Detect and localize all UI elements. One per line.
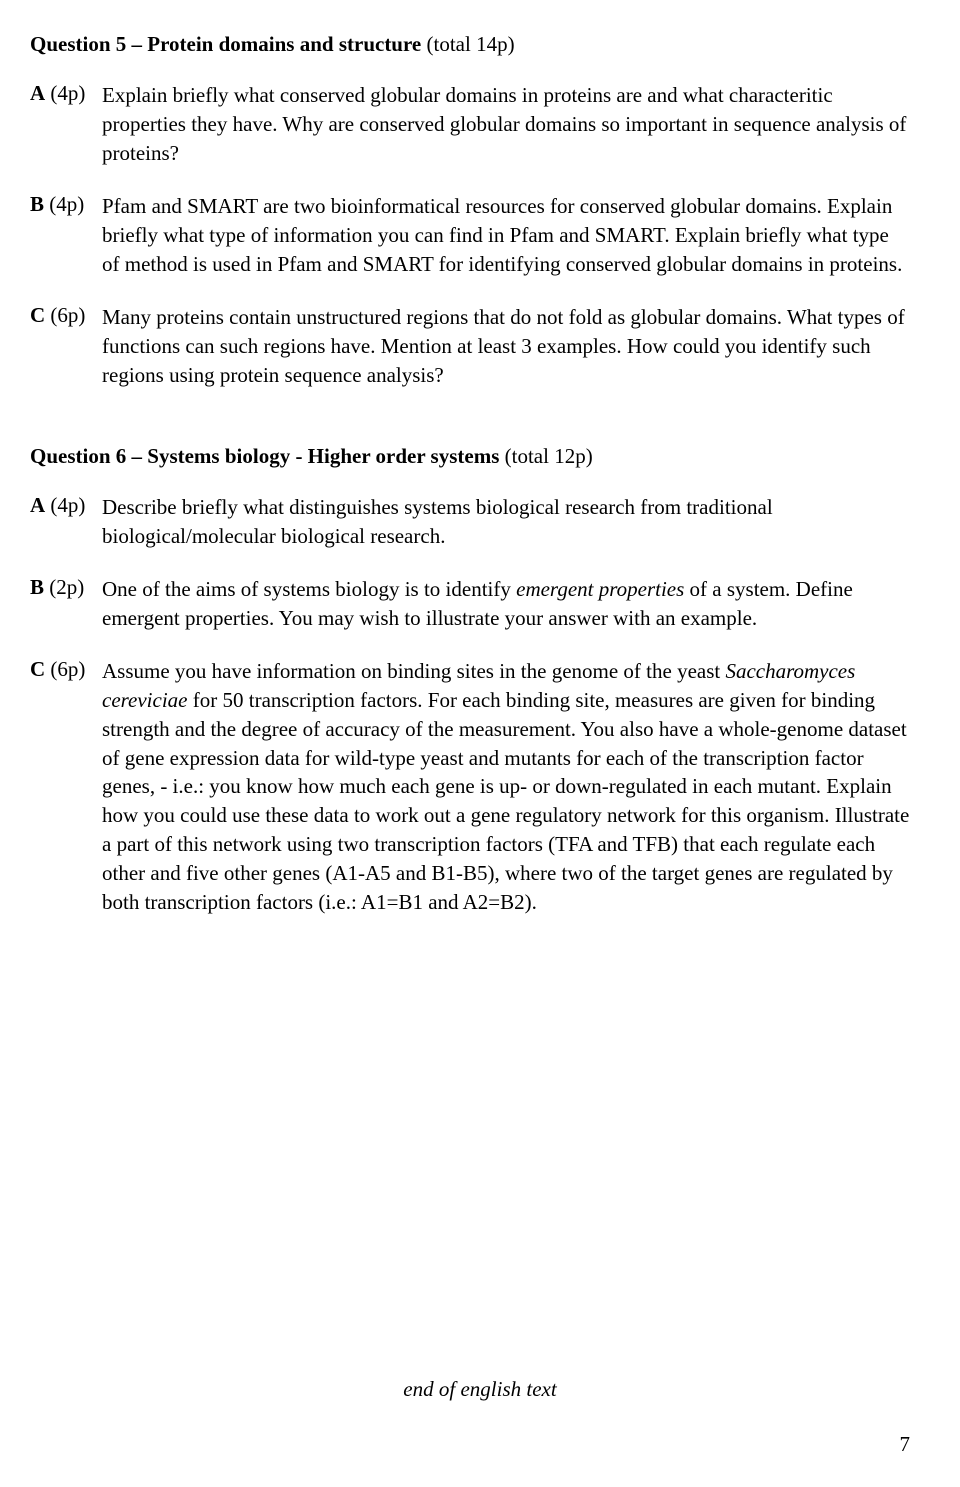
text-segment: One of the aims of systems biology is to… (102, 577, 516, 601)
end-of-text: end of english text (0, 1377, 960, 1402)
question5-title-bold: Question 5 – Protein domains and structu… (30, 32, 421, 56)
part-text: Describe briefly what distinguishes syst… (102, 493, 910, 551)
question5-title-rest: (total 14p) (421, 32, 514, 56)
question5-part-c: C (6p) Many proteins contain unstructure… (30, 303, 910, 390)
part-text: Many proteins contain unstructured regio… (102, 303, 910, 390)
question5-heading: Question 5 – Protein domains and structu… (30, 32, 910, 57)
part-label-letter: B (30, 575, 44, 599)
part-label-points: (4p) (45, 81, 85, 105)
question6-part-c: C (6p) Assume you have information on bi… (30, 657, 910, 918)
page-number: 7 (900, 1432, 911, 1457)
part-text: Assume you have information on binding s… (102, 657, 910, 918)
part-label-letter: B (30, 192, 44, 216)
part-label-letter: C (30, 303, 45, 327)
question6-heading: Question 6 – Systems biology - Higher or… (30, 444, 910, 469)
part-label-points: (4p) (45, 493, 85, 517)
part-label-letter: C (30, 657, 45, 681)
part-label-points: (2p) (44, 575, 84, 599)
part-label-letter: A (30, 493, 45, 517)
part-text: Pfam and SMART are two bioinformatical r… (102, 192, 910, 279)
part-label: A (4p) (30, 493, 102, 551)
text-segment: for 50 transcription factors. For each b… (102, 688, 909, 915)
part-label: B (2p) (30, 575, 102, 633)
question5-part-a: A (4p) Explain briefly what conserved gl… (30, 81, 910, 168)
part-text: Explain briefly what conserved globular … (102, 81, 910, 168)
part-label: A (4p) (30, 81, 102, 168)
part-label: C (6p) (30, 657, 102, 918)
part-label: B (4p) (30, 192, 102, 279)
part-text: One of the aims of systems biology is to… (102, 575, 910, 633)
part-label-points: (4p) (44, 192, 84, 216)
part-label-letter: A (30, 81, 45, 105)
question6-part-b: B (2p) One of the aims of systems biolog… (30, 575, 910, 633)
text-italic: emergent properties (516, 577, 684, 601)
question6-part-a: A (4p) Describe briefly what distinguish… (30, 493, 910, 551)
part-label-points: (6p) (45, 657, 85, 681)
section-spacer (30, 414, 910, 444)
text-segment: Assume you have information on binding s… (102, 659, 725, 683)
part-label: C (6p) (30, 303, 102, 390)
part-label-points: (6p) (45, 303, 85, 327)
question6-title-bold: Question 6 – Systems biology - Higher or… (30, 444, 499, 468)
question6-title-rest: (total 12p) (499, 444, 592, 468)
question5-part-b: B (4p) Pfam and SMART are two bioinforma… (30, 192, 910, 279)
